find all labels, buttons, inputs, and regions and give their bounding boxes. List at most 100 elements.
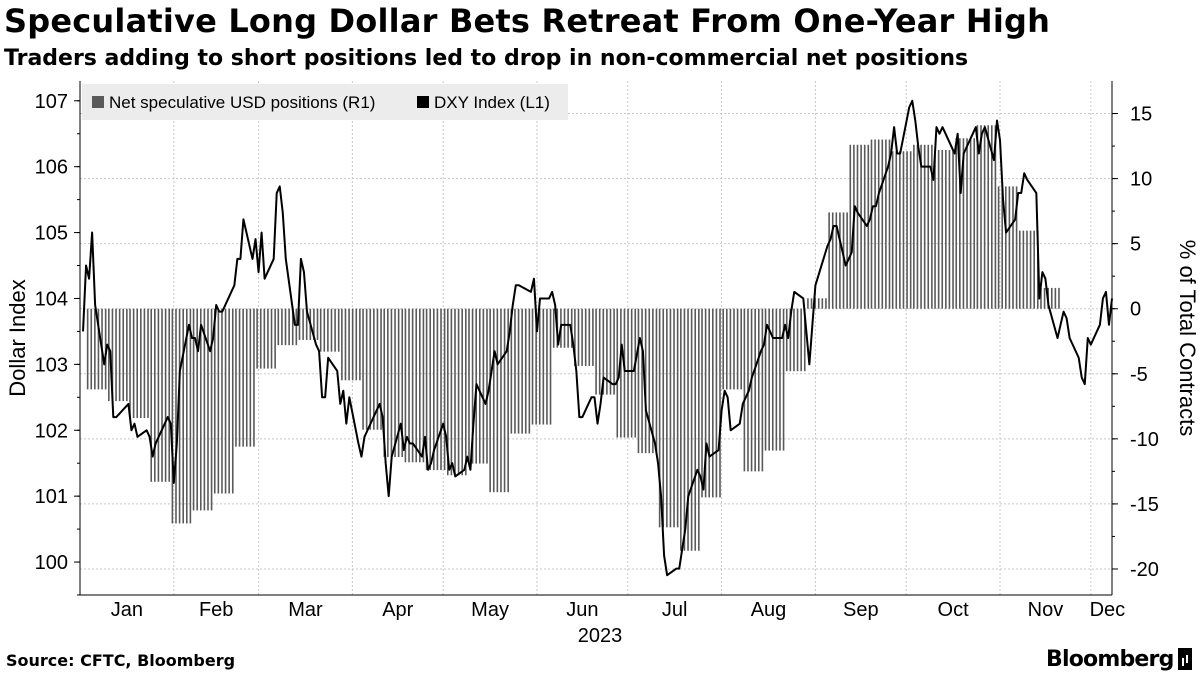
bar-stripe [761, 308, 764, 472]
bar-stripe [419, 308, 421, 463]
bar-stripe [122, 308, 125, 402]
bar-stripe [592, 308, 594, 366]
bar-stripe [885, 139, 887, 309]
legend-swatch-dxy [417, 96, 429, 108]
bar-stripe [394, 308, 396, 458]
bar-series [86, 125, 1060, 551]
bar-stripe [1012, 186, 1014, 309]
bar-stripe [690, 308, 693, 551]
bar-stripe [719, 308, 721, 498]
bar-stripe [658, 308, 661, 528]
bar-stripe [348, 308, 350, 381]
bar [764, 308, 785, 451]
bar-stripe [676, 308, 679, 528]
bar [235, 308, 255, 447]
bar-stripe [231, 308, 234, 494]
bar-stripe [694, 308, 697, 551]
bar-stripe [313, 308, 315, 340]
bar-stripe [192, 308, 195, 511]
bar-stripe [489, 308, 491, 493]
bar-stripe [538, 308, 541, 425]
bar-stripe [429, 308, 432, 471]
bar-stripe [196, 308, 198, 511]
left-axis-tick-label: 101 [35, 486, 68, 508]
bar [955, 138, 976, 309]
bar-stripe [877, 139, 880, 309]
bar-stripe [245, 308, 248, 447]
bar [658, 308, 679, 528]
bar-stripe [574, 308, 576, 366]
bar-stripe [440, 308, 442, 471]
left-axis-tick-label: 105 [35, 223, 68, 245]
bar-stripe [807, 298, 809, 309]
bar-stripe [1018, 230, 1021, 309]
bar-stripe [743, 308, 746, 472]
right-axis-tick-label: 0 [1130, 299, 1141, 321]
bar-stripe [757, 308, 760, 472]
bar-stripe [210, 308, 213, 511]
bar [743, 308, 764, 472]
right-axis-tick-label: -5 [1130, 364, 1148, 386]
bar-stripe [609, 308, 612, 395]
bar [1018, 230, 1039, 309]
x-tick-label: Feb [199, 599, 233, 621]
bar-stripe [839, 212, 841, 309]
bar-stripe [620, 308, 622, 438]
bar [108, 308, 128, 402]
bar-stripe [606, 308, 608, 395]
bar-stripe [941, 149, 944, 309]
bar-stripe [316, 308, 319, 340]
bar [192, 308, 213, 511]
left-axis-tick-label: 104 [35, 288, 68, 310]
bar [637, 308, 658, 454]
bar-stripe [355, 308, 358, 381]
bar-stripe [764, 308, 767, 451]
bar-stripe [779, 308, 781, 451]
bar-stripe [856, 144, 859, 309]
bar-stripe [185, 308, 188, 524]
bar-stripe [909, 151, 912, 309]
bar-stripe [803, 308, 806, 372]
bar-stripe [662, 308, 665, 528]
bar-stripe [478, 308, 481, 464]
bar-stripe [228, 308, 230, 494]
bar-stripe [704, 308, 707, 498]
bar-stripe [923, 144, 926, 309]
bar-stripe [1026, 230, 1028, 309]
bar-stripe [1033, 230, 1035, 309]
chart-subtitle: Traders adding to short positions led to… [4, 46, 969, 71]
bar-stripe [673, 308, 675, 528]
bar [680, 308, 700, 551]
bar [1040, 287, 1060, 309]
bar-stripe [542, 308, 545, 425]
bar-stripe [334, 308, 336, 352]
x-tick-label: Aug [751, 599, 787, 621]
bar-stripe [521, 308, 523, 434]
bar-stripe [669, 308, 672, 528]
bar-stripe [800, 308, 802, 372]
bar-stripe [814, 298, 816, 309]
dxy-line [82, 99, 1113, 577]
bar-stripe [655, 308, 658, 454]
bar-stripe [468, 308, 470, 464]
bar-stripe [425, 308, 428, 471]
left-axis-tick-label: 107 [35, 91, 68, 113]
bar-stripe [828, 212, 830, 309]
bar [997, 186, 1018, 309]
bar-stripe [867, 144, 870, 309]
bar-stripe [126, 308, 128, 402]
bar-stripe [524, 308, 527, 434]
bar-stripe [482, 308, 485, 464]
bar-stripe [991, 125, 993, 309]
bar-stripe [680, 308, 682, 551]
bar-stripe [461, 308, 463, 476]
bar-stripe [623, 308, 626, 438]
bar-stripe [253, 308, 255, 447]
bar-stripe [464, 308, 467, 476]
bar-stripe [962, 138, 965, 309]
bar-stripe [115, 308, 117, 402]
bar-stripe [980, 125, 982, 309]
bar-stripe [147, 308, 149, 419]
bar-stripe [1043, 287, 1046, 309]
brand-name: Bloomberg [1046, 646, 1174, 672]
